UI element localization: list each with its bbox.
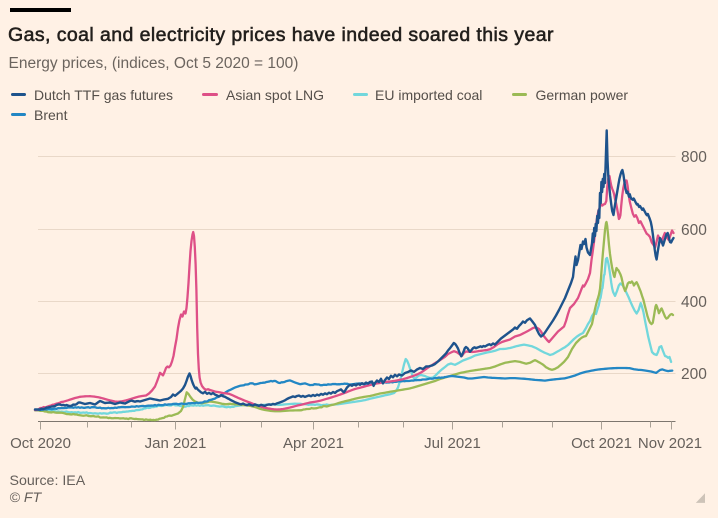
svg-text:Oct 2020: Oct 2020 [10,435,71,452]
svg-text:Oct 2021: Oct 2021 [571,435,632,452]
svg-text:Apr 2021: Apr 2021 [283,435,344,452]
svg-text:Jul 2021: Jul 2021 [424,435,481,452]
svg-text:800: 800 [681,149,707,166]
svg-text:400: 400 [681,294,707,311]
svg-text:200: 200 [681,366,707,383]
svg-text:Nov 2021: Nov 2021 [638,435,702,452]
svg-text:Jan 2021: Jan 2021 [145,435,207,452]
svg-text:600: 600 [681,222,707,239]
